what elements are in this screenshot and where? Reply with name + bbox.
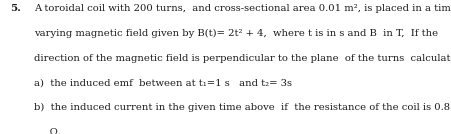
Text: 5.: 5.	[10, 4, 21, 13]
Text: A toroidal coil with 200 turns,  and cross-sectional area 0.01 m², is placed in : A toroidal coil with 200 turns, and cros…	[34, 4, 451, 13]
Text: Ω.: Ω.	[34, 128, 61, 134]
Text: varying magnetic field given by B(t)= 2t² + 4,  where t is in s and B  in T,  If: varying magnetic field given by B(t)= 2t…	[34, 29, 437, 38]
Text: b)  the induced current in the given time above  if  the resistance of the coil : b) the induced current in the given time…	[34, 103, 449, 112]
Text: direction of the magnetic field is perpendicular to the plane  of the turns  cal: direction of the magnetic field is perpe…	[34, 54, 451, 63]
Text: a)  the induced emf  between at t₁=1 s   and t₂= 3s: a) the induced emf between at t₁=1 s and…	[34, 78, 291, 87]
